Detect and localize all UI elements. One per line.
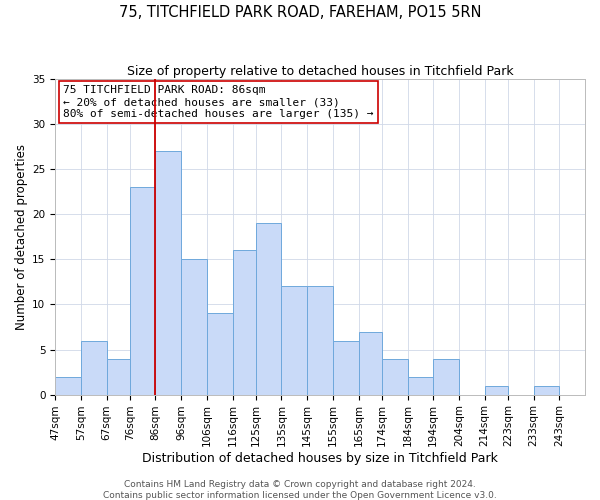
Text: 75 TITCHFIELD PARK ROAD: 86sqm
← 20% of detached houses are smaller (33)
80% of : 75 TITCHFIELD PARK ROAD: 86sqm ← 20% of … xyxy=(63,86,374,118)
X-axis label: Distribution of detached houses by size in Titchfield Park: Distribution of detached houses by size … xyxy=(142,452,498,465)
Bar xyxy=(359,332,382,394)
Bar xyxy=(207,314,233,394)
Bar xyxy=(256,224,281,394)
Bar xyxy=(533,386,559,394)
Text: Contains HM Land Registry data © Crown copyright and database right 2024.
Contai: Contains HM Land Registry data © Crown c… xyxy=(103,480,497,500)
Title: Size of property relative to detached houses in Titchfield Park: Size of property relative to detached ho… xyxy=(127,65,514,78)
Bar xyxy=(155,152,181,394)
Bar xyxy=(433,358,459,394)
Bar xyxy=(130,188,155,394)
Bar xyxy=(382,358,407,394)
Bar xyxy=(281,286,307,395)
Bar xyxy=(333,340,359,394)
Bar xyxy=(233,250,256,394)
Bar xyxy=(55,376,81,394)
Text: 75, TITCHFIELD PARK ROAD, FAREHAM, PO15 5RN: 75, TITCHFIELD PARK ROAD, FAREHAM, PO15 … xyxy=(119,5,481,20)
Bar xyxy=(81,340,107,394)
Y-axis label: Number of detached properties: Number of detached properties xyxy=(15,144,28,330)
Bar xyxy=(407,376,433,394)
Bar xyxy=(485,386,508,394)
Bar xyxy=(107,358,130,394)
Bar xyxy=(181,260,207,394)
Bar xyxy=(307,286,333,395)
